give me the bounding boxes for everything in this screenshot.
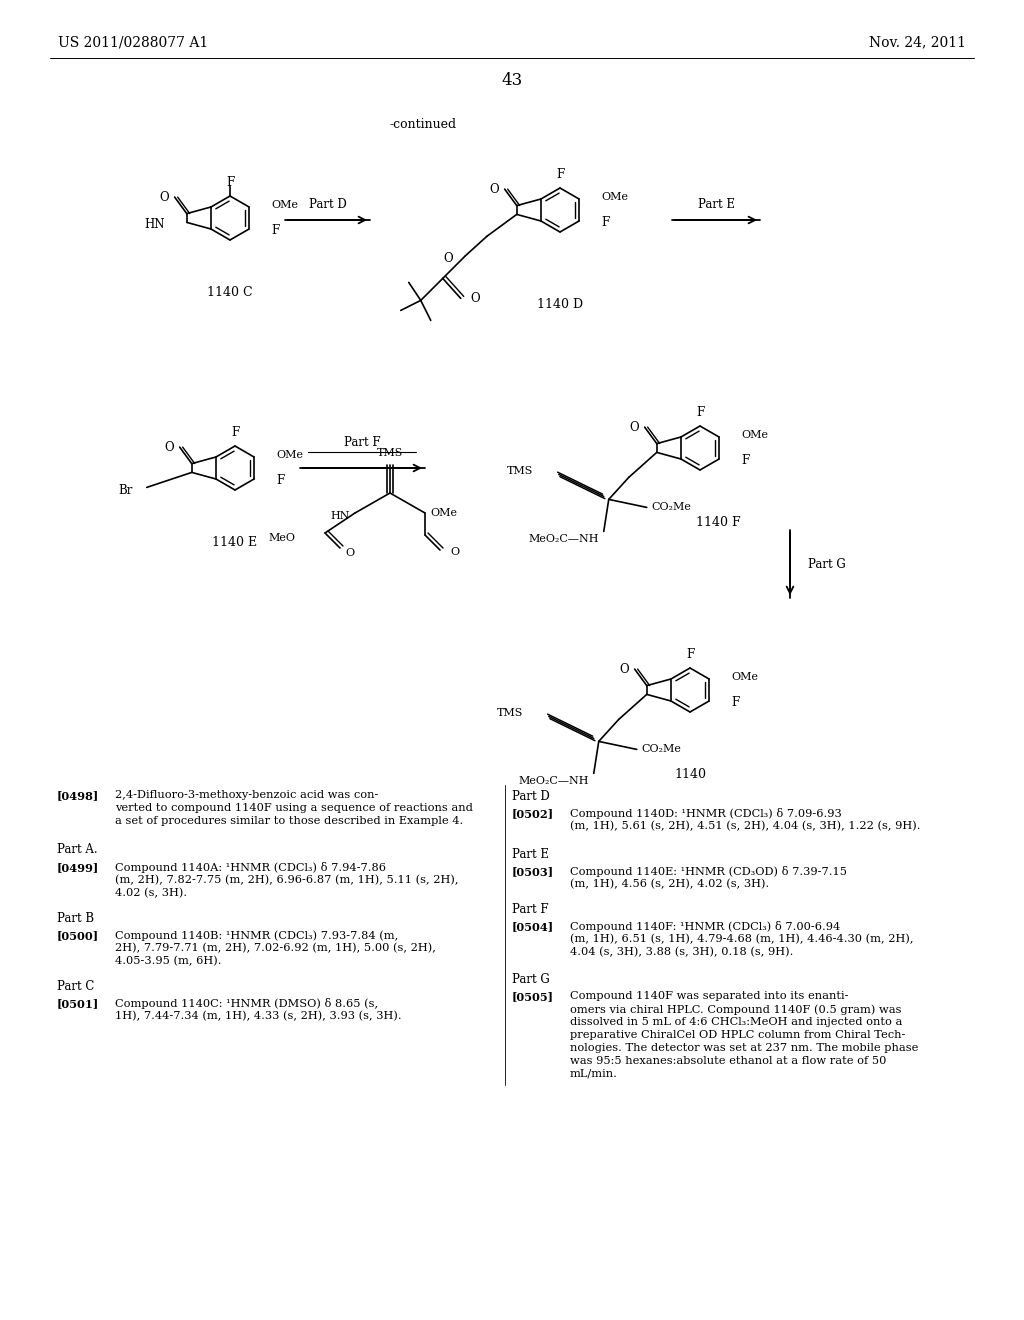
Text: mL/min.: mL/min. bbox=[570, 1069, 617, 1078]
Text: Compound 1140F: ¹HNMR (CDCl₃) δ 7.00-6.94: Compound 1140F: ¹HNMR (CDCl₃) δ 7.00-6.9… bbox=[570, 921, 841, 932]
Text: F: F bbox=[601, 216, 609, 230]
Text: O: O bbox=[471, 292, 480, 305]
Text: HN: HN bbox=[144, 218, 165, 231]
Text: F: F bbox=[731, 697, 739, 710]
Text: F: F bbox=[696, 405, 705, 418]
Text: [0499]: [0499] bbox=[57, 862, 99, 873]
Text: OMe: OMe bbox=[276, 450, 303, 459]
Text: Compound 1140C: ¹HNMR (DMSO) δ 8.65 (s,: Compound 1140C: ¹HNMR (DMSO) δ 8.65 (s, bbox=[115, 998, 378, 1008]
Text: [0504]: [0504] bbox=[512, 921, 554, 932]
Text: nologies. The detector was set at 237 nm. The mobile phase: nologies. The detector was set at 237 nm… bbox=[570, 1043, 919, 1053]
Text: OMe: OMe bbox=[741, 430, 768, 440]
Text: -continued: -continued bbox=[390, 117, 457, 131]
Text: was 95:5 hexanes:absolute ethanol at a flow rate of 50: was 95:5 hexanes:absolute ethanol at a f… bbox=[570, 1056, 887, 1067]
Text: Part G: Part G bbox=[512, 973, 550, 986]
Text: TMS: TMS bbox=[377, 447, 403, 458]
Text: F: F bbox=[271, 224, 280, 238]
Text: OMe: OMe bbox=[271, 201, 298, 210]
Text: Part F: Part F bbox=[512, 903, 549, 916]
Text: [0503]: [0503] bbox=[512, 866, 554, 876]
Text: [0501]: [0501] bbox=[57, 998, 99, 1008]
Text: 43: 43 bbox=[502, 73, 522, 88]
Text: Nov. 24, 2011: Nov. 24, 2011 bbox=[869, 36, 966, 49]
Text: 2,4-Difluoro-3-methoxy-benzoic acid was con-: 2,4-Difluoro-3-methoxy-benzoic acid was … bbox=[115, 789, 379, 800]
Text: F: F bbox=[226, 176, 234, 189]
Text: [0502]: [0502] bbox=[512, 808, 554, 818]
Text: (m, 2H), 7.82-7.75 (m, 2H), 6.96-6.87 (m, 1H), 5.11 (s, 2H),: (m, 2H), 7.82-7.75 (m, 2H), 6.96-6.87 (m… bbox=[115, 875, 459, 886]
Text: (m, 1H), 6.51 (s, 1H), 4.79-4.68 (m, 1H), 4.46-4.30 (m, 2H),: (m, 1H), 6.51 (s, 1H), 4.79-4.68 (m, 1H)… bbox=[570, 935, 913, 944]
Text: Part D: Part D bbox=[512, 789, 550, 803]
Text: Part B: Part B bbox=[57, 912, 94, 925]
Text: verted to compound 1140F using a sequence of reactions and: verted to compound 1140F using a sequenc… bbox=[115, 803, 473, 813]
Text: 2H), 7.79-7.71 (m, 2H), 7.02-6.92 (m, 1H), 5.00 (s, 2H),: 2H), 7.79-7.71 (m, 2H), 7.02-6.92 (m, 1H… bbox=[115, 942, 436, 953]
Text: HN: HN bbox=[331, 511, 350, 521]
Text: OMe: OMe bbox=[430, 508, 457, 517]
Text: Part A.: Part A. bbox=[57, 843, 97, 855]
Text: TMS: TMS bbox=[507, 466, 534, 477]
Text: 4.02 (s, 3H).: 4.02 (s, 3H). bbox=[115, 888, 187, 899]
Text: 1140 F: 1140 F bbox=[695, 516, 740, 529]
Text: OMe: OMe bbox=[731, 672, 758, 682]
Text: 1140 E: 1140 E bbox=[212, 536, 258, 549]
Text: Compound 1140E: ¹HNMR (CD₃OD) δ 7.39-7.15: Compound 1140E: ¹HNMR (CD₃OD) δ 7.39-7.1… bbox=[570, 866, 847, 876]
Text: F: F bbox=[741, 454, 750, 467]
Text: MeO₂C—NH: MeO₂C—NH bbox=[518, 776, 589, 787]
Text: (m, 1H), 5.61 (s, 2H), 4.51 (s, 2H), 4.04 (s, 3H), 1.22 (s, 9H).: (m, 1H), 5.61 (s, 2H), 4.51 (s, 2H), 4.0… bbox=[570, 821, 921, 832]
Text: (m, 1H), 4.56 (s, 2H), 4.02 (s, 3H).: (m, 1H), 4.56 (s, 2H), 4.02 (s, 3H). bbox=[570, 879, 769, 890]
Text: F: F bbox=[230, 425, 240, 438]
Text: 1H), 7.44-7.34 (m, 1H), 4.33 (s, 2H), 3.93 (s, 3H).: 1H), 7.44-7.34 (m, 1H), 4.33 (s, 2H), 3.… bbox=[115, 1011, 401, 1022]
Text: Part G: Part G bbox=[808, 557, 846, 570]
Text: a set of procedures similar to those described in Example 4.: a set of procedures similar to those des… bbox=[115, 816, 463, 826]
Text: O: O bbox=[630, 421, 639, 433]
Text: O: O bbox=[450, 546, 459, 557]
Text: F: F bbox=[686, 648, 694, 660]
Text: [0498]: [0498] bbox=[57, 789, 99, 801]
Text: Compound 1140D: ¹HNMR (CDCl₃) δ 7.09-6.93: Compound 1140D: ¹HNMR (CDCl₃) δ 7.09-6.9… bbox=[570, 808, 842, 818]
Text: 1140: 1140 bbox=[674, 768, 706, 781]
Text: 4.05-3.95 (m, 6H).: 4.05-3.95 (m, 6H). bbox=[115, 956, 221, 966]
Text: O: O bbox=[160, 190, 169, 203]
Text: [0500]: [0500] bbox=[57, 931, 99, 941]
Text: O: O bbox=[165, 441, 174, 454]
Text: Part F: Part F bbox=[344, 437, 380, 450]
Text: F: F bbox=[276, 474, 285, 487]
Text: US 2011/0288077 A1: US 2011/0288077 A1 bbox=[58, 36, 208, 49]
Text: [0505]: [0505] bbox=[512, 991, 554, 1002]
Text: Compound 1140B: ¹HNMR (CDCl₃) 7.93-7.84 (m,: Compound 1140B: ¹HNMR (CDCl₃) 7.93-7.84 … bbox=[115, 931, 398, 941]
Text: Br: Br bbox=[119, 484, 133, 496]
Text: 4.04 (s, 3H), 3.88 (s, 3H), 0.18 (s, 9H).: 4.04 (s, 3H), 3.88 (s, 3H), 0.18 (s, 9H)… bbox=[570, 946, 794, 957]
Text: CO₂Me: CO₂Me bbox=[642, 744, 682, 755]
Text: MeO₂C—NH: MeO₂C—NH bbox=[528, 535, 599, 544]
Text: preparative ChiralCel OD HPLC column from Chiral Tech-: preparative ChiralCel OD HPLC column fro… bbox=[570, 1030, 905, 1040]
Text: O: O bbox=[620, 663, 630, 676]
Text: Compound 1140A: ¹HNMR (CDCl₃) δ 7.94-7.86: Compound 1140A: ¹HNMR (CDCl₃) δ 7.94-7.8… bbox=[115, 862, 386, 873]
Text: CO₂Me: CO₂Me bbox=[651, 503, 691, 512]
Text: Part E: Part E bbox=[512, 847, 549, 861]
Text: MeO: MeO bbox=[268, 533, 295, 543]
Text: Compound 1140F was separated into its enanti-: Compound 1140F was separated into its en… bbox=[570, 991, 849, 1001]
Text: Part E: Part E bbox=[697, 198, 734, 210]
Text: OMe: OMe bbox=[601, 191, 628, 202]
Text: 1140 D: 1140 D bbox=[537, 298, 583, 312]
Text: TMS: TMS bbox=[498, 709, 523, 718]
Text: F: F bbox=[556, 168, 564, 181]
Text: O: O bbox=[489, 182, 500, 195]
Text: omers via chiral HPLC. Compound 1140F (0.5 gram) was: omers via chiral HPLC. Compound 1140F (0… bbox=[570, 1005, 901, 1015]
Text: Part C: Part C bbox=[57, 979, 94, 993]
Text: 1140 C: 1140 C bbox=[207, 286, 253, 300]
Text: O: O bbox=[345, 548, 354, 558]
Text: dissolved in 5 mL of 4:6 CHCl₃:MeOH and injected onto a: dissolved in 5 mL of 4:6 CHCl₃:MeOH and … bbox=[570, 1016, 902, 1027]
Text: Part D: Part D bbox=[309, 198, 347, 210]
Text: O: O bbox=[443, 252, 453, 265]
